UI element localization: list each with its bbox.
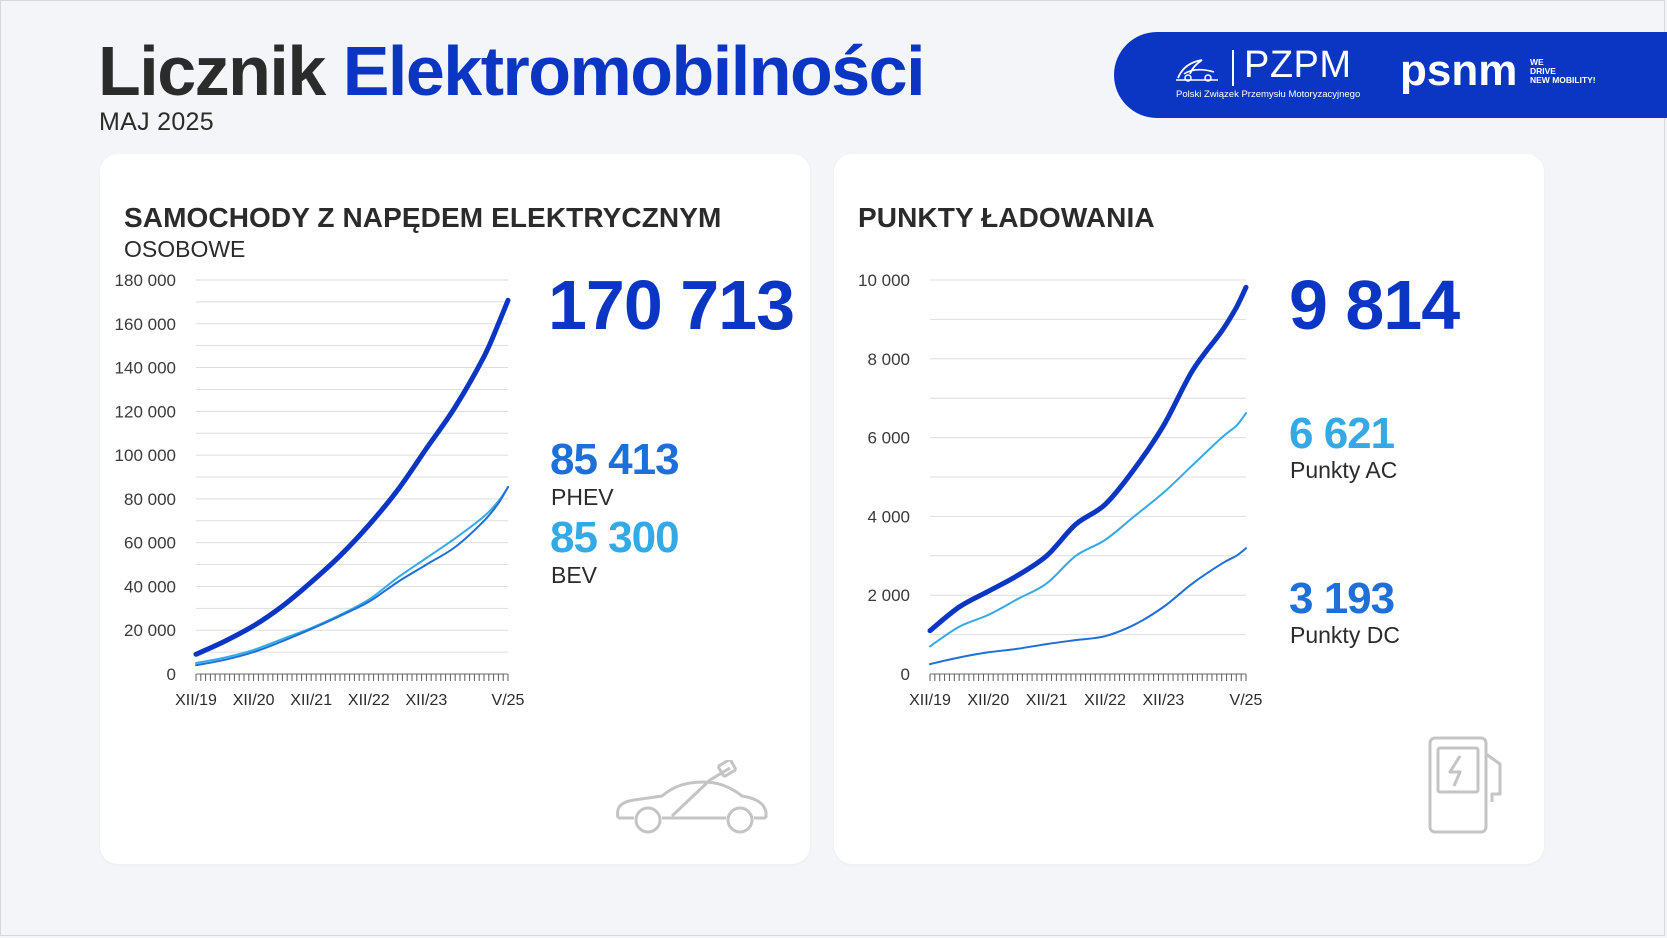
card-electric-cars: SAMOCHODY Z NAPĘDEM ELEKTRYCZNYM OSOBOWE…: [100, 154, 810, 864]
chart-charging-points: 0 2 000 4 000 6 000 8 000 10 000 XII/19 XII/20 X…: [858, 271, 1263, 709]
y-tick-label: 60 000: [124, 534, 176, 553]
charging-station-icon: [1428, 736, 1502, 834]
x-tick-label: XII/20: [967, 692, 1009, 709]
page-subtitle: MAJ 2025: [99, 108, 214, 136]
psnm-tagline-2: DRIVE: [1530, 66, 1556, 76]
phev-value: 85 413: [550, 435, 680, 484]
electric-car-icon: [616, 760, 768, 834]
y-tick-label: 160 000: [115, 315, 176, 334]
chart-electric-cars: 0 20 000 40 000 60 000 80 000 100 000 120 000 1…: [115, 271, 525, 709]
series-line-0: [927, 284, 1249, 634]
bev-value: 85 300: [550, 513, 680, 562]
ac-value: 6 621: [1289, 409, 1395, 458]
x-tick-label: XII/23: [405, 692, 447, 709]
x-tick-label: XII/23: [1142, 692, 1184, 709]
series-line-1: [929, 412, 1247, 648]
logo-separator: [1232, 50, 1234, 86]
x-tick-label: V/25: [1230, 692, 1263, 709]
y-tick-label: 6 000: [867, 429, 910, 448]
x-tick-label: XII/22: [348, 692, 390, 709]
x-tick-label: XII/19: [909, 692, 951, 709]
y-tick-label: 100 000: [115, 446, 176, 465]
y-tick-label: 140 000: [115, 359, 176, 378]
x-tick-label: XII/21: [290, 692, 332, 709]
y-tick-label: 180 000: [115, 271, 176, 290]
x-tick-label: XII/22: [1084, 692, 1126, 709]
y-tick-label: 2 000: [867, 586, 910, 605]
y-tick-label: 80 000: [124, 490, 176, 509]
y-tick-label: 0: [167, 665, 176, 684]
y-tick-label: 0: [901, 665, 910, 684]
psnm-tagline-3: NEW MOBILITY!: [1530, 75, 1596, 85]
x-tick-label: V/25: [492, 692, 525, 709]
series-line-0: [193, 297, 511, 657]
title-part-2: Elektromobilności: [342, 32, 926, 110]
psnm-tagline-1: WE: [1530, 57, 1544, 67]
card-charging-points: PUNKTY ŁADOWANIA 0 2 000 4 000 6 000 8 000 10…: [834, 154, 1544, 864]
x-tick-label: XII/20: [233, 692, 275, 709]
chart-title-charging: PUNKTY ŁADOWANIA: [858, 202, 1155, 233]
series-line-2: [195, 486, 509, 665]
y-tick-label: 4 000: [867, 507, 910, 526]
y-tick-label: 40 000: [124, 577, 176, 596]
chart-subtitle-cars: OSOBOWE: [124, 236, 246, 262]
series-line-2: [929, 547, 1247, 666]
total-charging-value: 9 814: [1289, 266, 1460, 344]
pzpm-full-name: Polski Związek Przemysłu Motoryzacyjnego: [1176, 89, 1361, 100]
dc-label: Punkty DC: [1290, 622, 1400, 648]
chart-title-cars: SAMOCHODY Z NAPĘDEM ELEKTRYCZNYM: [124, 202, 722, 233]
pzpm-logo-icon: [1176, 59, 1218, 82]
total-cars-value: 170 713: [548, 266, 795, 344]
title-part-1: Licznik: [98, 32, 326, 110]
phev-label: PHEV: [551, 484, 614, 510]
psnm-logo-text: psnm: [1400, 46, 1518, 95]
pzpm-logo-text: PZPM: [1244, 44, 1352, 86]
series-line-1: [195, 486, 509, 667]
y-tick-label: 120 000: [115, 402, 176, 421]
page-title: Licznik Elektromobilności: [98, 36, 926, 106]
y-tick-label: 20 000: [124, 621, 176, 640]
x-tick-label: XII/21: [1026, 692, 1068, 709]
x-tick-label: XII/19: [175, 692, 217, 709]
logo-band: PZPM Polski Związek Przemysłu Motoryzacy…: [1114, 32, 1667, 118]
psnm-tagline: WE DRIVE NEW MOBILITY!: [1530, 58, 1620, 85]
ac-label: Punkty AC: [1290, 457, 1398, 483]
y-tick-label: 10 000: [858, 271, 910, 290]
y-tick-label: 8 000: [867, 350, 910, 369]
dc-value: 3 193: [1289, 574, 1395, 623]
bev-label: BEV: [551, 562, 598, 588]
